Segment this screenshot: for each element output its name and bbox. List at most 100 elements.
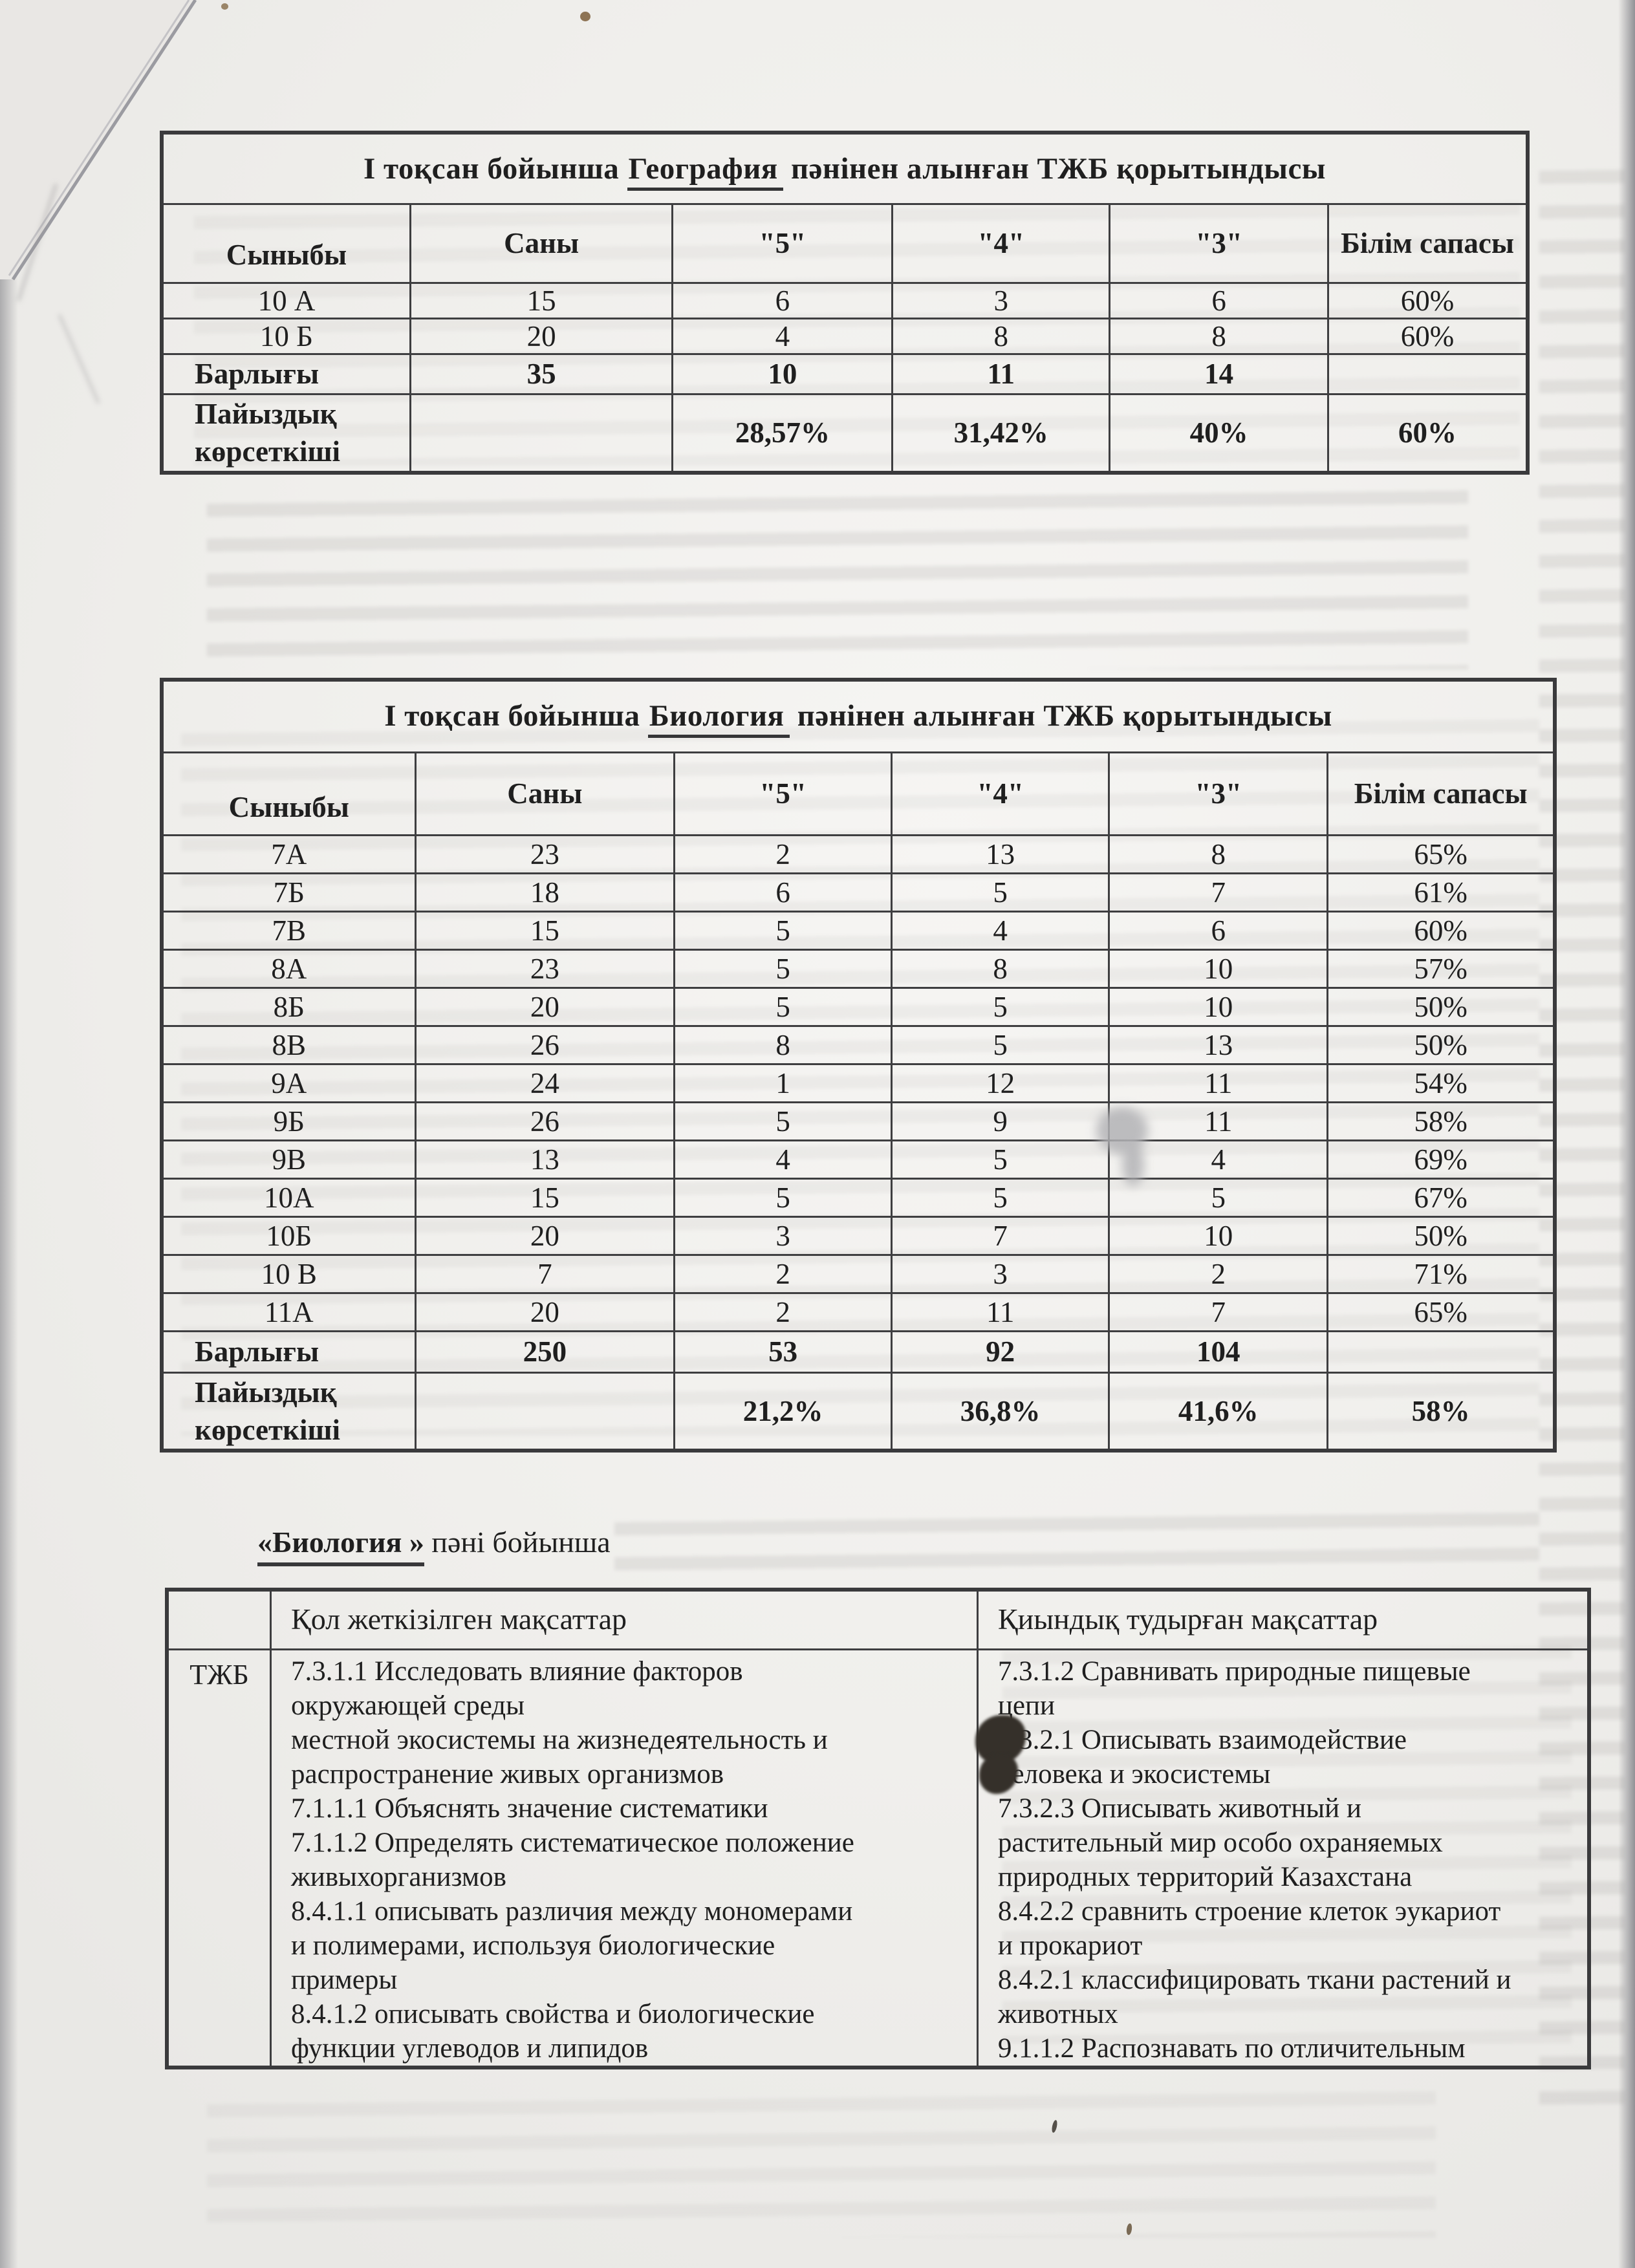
value-cell: 5: [673, 948, 893, 989]
scan-speck: [580, 12, 590, 21]
value-cell: 60%: [1327, 281, 1529, 319]
table-row: 10 Б 20 4 8 8 60%: [160, 317, 1529, 355]
value-cell: 5: [673, 986, 893, 1027]
heading-suffix: пәні бойынша: [424, 1526, 611, 1559]
scan-smudge: [1122, 1143, 1144, 1186]
value-cell: 4: [671, 317, 894, 355]
goals-table: Қол жеткізілген мақсаттар Қиындық тудырғ…: [165, 1588, 1591, 2069]
value-cell: 18: [414, 872, 676, 913]
value-cell: 5: [1108, 1177, 1329, 1218]
geography-table-title: І тоқсан бойынша География пәнінен алынғ…: [160, 131, 1529, 205]
value-cell: 14: [1109, 352, 1330, 395]
table-row: 7Б 18 6 5 7 61%: [160, 872, 1556, 913]
value-cell: 50%: [1326, 986, 1556, 1027]
value-cell: 7: [891, 1215, 1110, 1256]
value-cell: 20: [414, 986, 676, 1027]
value-cell: 8: [673, 1024, 893, 1065]
value-cell: 6: [1109, 281, 1330, 319]
value-cell: 2: [673, 1291, 893, 1332]
title-prefix: І тоқсан бойынша: [384, 699, 648, 733]
value-cell: 23: [414, 948, 676, 989]
table-row: 8Б 20 5 5 10 50%: [160, 986, 1556, 1027]
row-label-cell: 10Б: [160, 1215, 417, 1256]
value-cell: 8: [1109, 317, 1330, 355]
value-cell: 35: [409, 352, 674, 395]
table-title-row: І тоқсан бойынша География пәнінен алынғ…: [160, 131, 1529, 205]
value-cell: 61%: [1326, 872, 1556, 913]
achieved-goals-text: 7.3.1.1 Исследовать влияние факторов окр…: [270, 1648, 979, 2068]
value-cell: 40%: [1109, 393, 1330, 474]
value-cell: 50%: [1326, 1215, 1556, 1256]
value-cell: 21,2%: [673, 1371, 893, 1451]
row-label-cell: 11А: [160, 1291, 417, 1332]
row-label-cell: 10А: [160, 1177, 417, 1218]
value-cell: 36,8%: [891, 1371, 1110, 1451]
row-label-cell: 10 Б: [160, 317, 411, 355]
value-cell: 54%: [1326, 1063, 1556, 1103]
value-cell: 2: [673, 834, 893, 874]
value-cell: 12: [891, 1063, 1110, 1103]
row-label-cell: 9В: [160, 1139, 417, 1180]
title-subject-underlined: Биология: [647, 699, 790, 738]
table-row: Пайыздық көрсеткіші 21,2% 36,8% 41,6% 58%: [160, 1371, 1556, 1451]
value-cell: 5: [673, 1177, 893, 1218]
scan-edge-shadow-left: [0, 0, 18, 2268]
row-label-cell: Пайыздық көрсеткіші: [160, 1371, 417, 1451]
value-cell: 65%: [1326, 1291, 1556, 1332]
column-header: Білім сапасы: [1327, 202, 1529, 284]
column-header: "5": [671, 202, 894, 284]
goals-section-heading: «Биология » пәні бойынша: [257, 1525, 611, 1566]
value-cell: 20: [409, 317, 674, 355]
value-cell: 58%: [1326, 1101, 1556, 1141]
value-cell: 13: [414, 1139, 676, 1180]
value-cell: 5: [891, 1177, 1110, 1218]
value-cell: 8: [891, 317, 1111, 355]
table-row: 10 В 7 2 3 2 71%: [160, 1253, 1556, 1294]
value-cell: [409, 393, 674, 474]
value-cell: 50%: [1326, 1024, 1556, 1065]
column-header: "3": [1108, 751, 1329, 836]
biology-results-table: І тоқсан бойынша Биология пәнінен алынға…: [160, 678, 1557, 1453]
row-label-cell: 8В: [160, 1024, 417, 1065]
row-label-cell: 10 В: [160, 1253, 417, 1294]
value-cell: 92: [891, 1330, 1110, 1374]
value-cell: 60%: [1327, 317, 1529, 355]
table-header-row: Сыныбы Саны "5" "4" "3" Білім сапасы: [160, 751, 1556, 836]
column-header: "5": [673, 751, 893, 836]
table-title-row: І тоқсан бойынша Биология пәнінен алынға…: [160, 678, 1556, 753]
value-cell: 3: [891, 281, 1111, 319]
value-cell: 10: [1108, 948, 1329, 989]
table-row: 8В 26 8 5 13 50%: [160, 1024, 1556, 1065]
value-cell: 6: [1108, 910, 1329, 951]
value-cell: 5: [673, 910, 893, 951]
value-cell: 4: [1108, 1139, 1329, 1180]
column-header: "3": [1109, 202, 1330, 284]
row-label-cell: 9Б: [160, 1101, 417, 1141]
value-cell: 67%: [1326, 1177, 1556, 1218]
title-suffix: пәнінен алынған ТЖБ қорытындысы: [789, 699, 1332, 733]
column-header: Сыныбы: [160, 751, 417, 836]
difficult-goals-header: Қиындық тудырған мақсаттар: [976, 1588, 1590, 1650]
title-subject-underlined: География: [627, 152, 783, 191]
value-cell: 4: [673, 1139, 893, 1180]
value-cell: 6: [671, 281, 894, 319]
table-row: 10Б 20 3 7 10 50%: [160, 1215, 1556, 1256]
title-prefix: І тоқсан бойынша: [363, 152, 627, 186]
value-cell: 20: [414, 1215, 676, 1256]
row-label-cell: 8А: [160, 948, 417, 989]
scan-edge-shadow-right: [1618, 0, 1635, 2268]
column-header: Сыныбы: [160, 202, 411, 284]
value-cell: 10: [1108, 986, 1329, 1027]
value-cell: [1326, 1330, 1556, 1374]
table-row: Барлығы 250 53 92 104: [160, 1330, 1556, 1374]
value-cell: 60%: [1327, 393, 1529, 474]
row-label-cell: Пайыздық көрсеткіші: [160, 393, 411, 474]
table-row: Барлығы 35 10 11 14: [160, 352, 1529, 395]
value-cell: 4: [891, 910, 1110, 951]
row-label-cell: 7Б: [160, 872, 417, 913]
value-cell: 8: [1108, 834, 1329, 874]
row-label-cell: 9А: [160, 1063, 417, 1103]
table-row: 8А 23 5 8 10 57%: [160, 948, 1556, 989]
goals-body-row: ТЖБ 7.3.1.1 Исследовать влияние факторов…: [166, 1648, 1590, 2068]
